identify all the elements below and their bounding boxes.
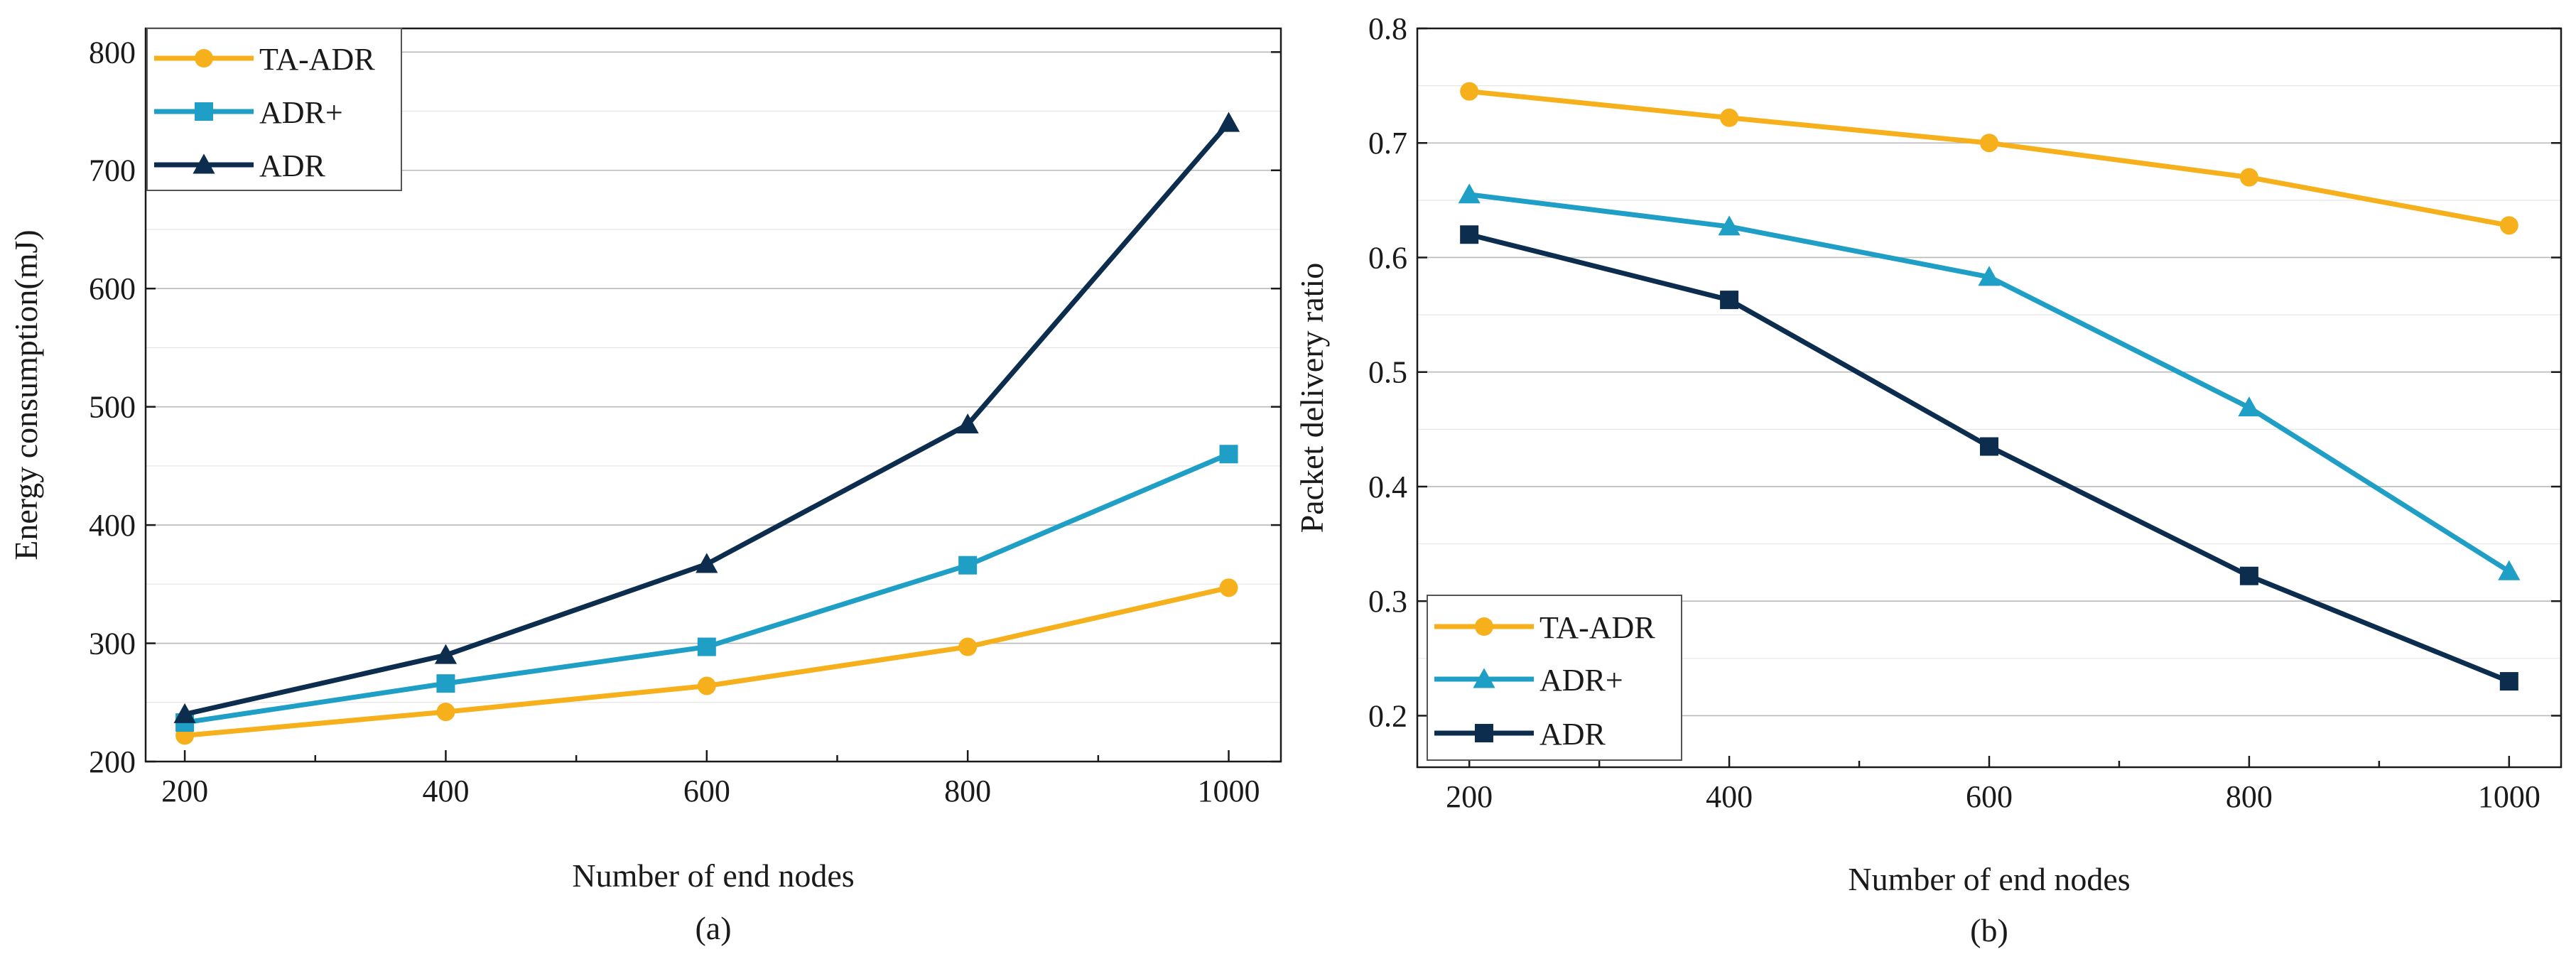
data-point-adr bbox=[2239, 566, 2258, 585]
legend-label-adr: ADR bbox=[259, 148, 326, 183]
x-tick-label: 400 bbox=[422, 774, 469, 808]
y-tick-label: 400 bbox=[89, 508, 136, 543]
x-tick-label: 800 bbox=[2226, 779, 2273, 814]
data-point-adr bbox=[696, 553, 718, 573]
y-tick-label: 600 bbox=[89, 271, 136, 306]
y-tick-label: 0.5 bbox=[1368, 355, 1407, 390]
y-tick-label: 0.4 bbox=[1368, 470, 1407, 504]
chart-a-energy-consumption: 200 300 400 500 600 700 800 200 400 600 800 1000 Ene… bbox=[8, 27, 1282, 946]
data-point-adr bbox=[173, 703, 196, 723]
y-tick-label: 0.8 bbox=[1368, 11, 1407, 46]
data-point-adr bbox=[434, 644, 458, 664]
y-axis-label: Energy consumption(mJ) bbox=[8, 229, 44, 560]
y-tick-label: 0.3 bbox=[1368, 584, 1407, 619]
legend-label-adr: ADR bbox=[1539, 717, 1606, 752]
series-line-ta-adr bbox=[1468, 89, 2510, 228]
x-tick-label: 200 bbox=[1446, 779, 1493, 814]
data-point-adr bbox=[1718, 215, 1741, 236]
data-point-adr bbox=[1219, 445, 1238, 464]
figure-caption: (b) bbox=[1970, 912, 2008, 948]
data-point-ta-adr bbox=[958, 637, 978, 656]
plot-frame bbox=[144, 27, 1282, 763]
y-tick-label: 500 bbox=[89, 390, 136, 425]
y-tick-label: 300 bbox=[89, 627, 136, 661]
y-tick-label: 0.2 bbox=[1368, 698, 1407, 733]
data-point-adr bbox=[1978, 266, 2001, 286]
x-axis-label: Number of end nodes bbox=[1848, 861, 2130, 897]
y-axis-label: Packet delivery ratio bbox=[1294, 263, 1330, 534]
x-tick-label: 1000 bbox=[2478, 779, 2540, 814]
y-tick-label: 0.7 bbox=[1368, 126, 1407, 161]
chart-b-packet-delivery-ratio: 0.2 0.3 0.4 0.5 0.6 0.7 0.8 200 400 600 800 1000 Pac… bbox=[1294, 11, 2563, 948]
y-tick-label: 0.6 bbox=[1368, 240, 1407, 275]
data-point-adr bbox=[1217, 112, 1240, 132]
data-point-ta-adr bbox=[2499, 216, 2518, 235]
legend-marker-adr bbox=[1473, 668, 1495, 688]
data-point-adr bbox=[2498, 560, 2521, 580]
legend-marker-adr bbox=[193, 153, 215, 174]
legend-marker-ta-adr bbox=[195, 49, 213, 67]
data-point-ta-adr bbox=[2239, 168, 2258, 187]
legend-marker-ta-adr bbox=[1475, 617, 1493, 636]
x-tick-label: 400 bbox=[1706, 779, 1753, 814]
series-line-ta-adr bbox=[184, 585, 1230, 738]
legend-label-adr: ADR+ bbox=[1539, 663, 1623, 698]
data-point-adr bbox=[436, 674, 455, 693]
data-point-adr bbox=[2238, 396, 2261, 417]
data-point-adr bbox=[697, 637, 716, 656]
data-point-adr bbox=[1980, 437, 1998, 456]
x-tick-label: 600 bbox=[683, 774, 730, 808]
series-line-adr bbox=[1468, 192, 2511, 574]
legend-marker-adr bbox=[195, 102, 213, 121]
x-axis-label: Number of end nodes bbox=[572, 857, 854, 894]
y-tick-label: 800 bbox=[89, 35, 136, 70]
data-point-ta-adr bbox=[1460, 82, 1479, 101]
data-point-ta-adr bbox=[697, 676, 716, 695]
data-point-adr bbox=[2499, 672, 2518, 691]
x-tick-label: 600 bbox=[1966, 779, 2013, 814]
data-point-adr bbox=[1460, 225, 1479, 244]
x-tick-label: 800 bbox=[944, 774, 991, 808]
data-point-ta-adr bbox=[1720, 108, 1739, 127]
y-tick-label: 700 bbox=[89, 153, 136, 188]
x-tick-label: 200 bbox=[161, 774, 208, 808]
data-point-adr bbox=[1720, 291, 1739, 310]
x-tick-label: 1000 bbox=[1198, 774, 1260, 808]
data-point-ta-adr bbox=[1219, 578, 1238, 597]
y-tick-label: 200 bbox=[89, 744, 136, 779]
legend-label-adr: ADR+ bbox=[259, 95, 343, 130]
data-point-ta-adr bbox=[1980, 134, 1998, 153]
data-point-adr bbox=[958, 556, 978, 575]
data-point-ta-adr bbox=[436, 703, 455, 722]
legend-marker-adr bbox=[1475, 724, 1493, 742]
data-point-adr bbox=[956, 413, 979, 434]
legend-label-ta-adr: TA-ADR bbox=[1539, 610, 1655, 645]
data-point-adr bbox=[1458, 183, 1481, 204]
legend-label-ta-adr: TA-ADR bbox=[259, 42, 375, 77]
figure-caption: (a) bbox=[695, 910, 731, 946]
